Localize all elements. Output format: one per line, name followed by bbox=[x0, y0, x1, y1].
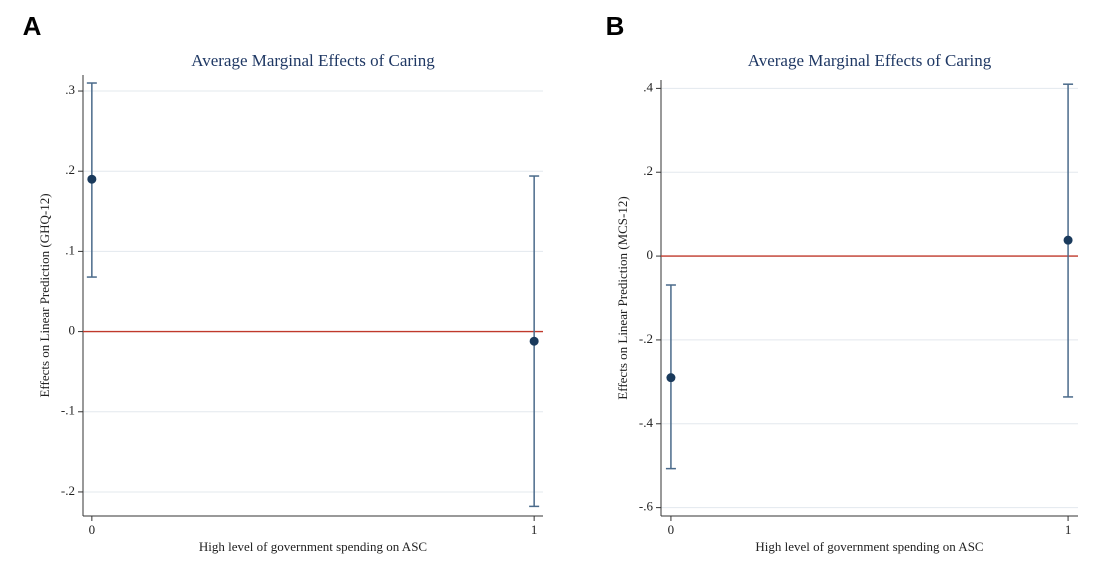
chart-title: Average Marginal Effects of Caring bbox=[191, 51, 435, 70]
point bbox=[87, 174, 97, 184]
point bbox=[529, 336, 539, 346]
x-tick-label: 0 bbox=[668, 522, 675, 537]
y-tick-label: .2 bbox=[65, 162, 75, 177]
y-tick-label: -.2 bbox=[61, 483, 75, 498]
y-tick-label: -.4 bbox=[639, 415, 654, 430]
x-axis-label: High level of government spending on ASC bbox=[755, 539, 983, 554]
chart-title: Average Marginal Effects of Caring bbox=[748, 51, 992, 70]
x-axis-label: High level of government spending on ASC bbox=[199, 539, 427, 554]
y-tick-label: 0 bbox=[69, 323, 76, 338]
y-tick-label: .3 bbox=[65, 82, 75, 97]
point bbox=[666, 373, 676, 383]
x-tick-label: 1 bbox=[1065, 522, 1072, 537]
y-tick-label: 0 bbox=[647, 247, 654, 262]
x-tick-label: 1 bbox=[531, 522, 538, 537]
y-tick-label: .4 bbox=[643, 79, 653, 94]
panel-label: B bbox=[606, 11, 625, 41]
y-tick-label: -.1 bbox=[61, 403, 75, 418]
panel-label: A bbox=[23, 11, 42, 41]
y-axis-label: Effects on Linear Prediction (MCS-12) bbox=[615, 196, 630, 399]
y-tick-label: .1 bbox=[65, 242, 75, 257]
y-axis-label: Effects on Linear Prediction (GHQ-12) bbox=[37, 193, 52, 397]
y-tick-label: .2 bbox=[643, 163, 653, 178]
y-tick-label: -.2 bbox=[639, 331, 653, 346]
y-tick-label: -.6 bbox=[639, 499, 654, 514]
x-tick-label: 0 bbox=[89, 522, 96, 537]
point bbox=[1063, 235, 1073, 245]
